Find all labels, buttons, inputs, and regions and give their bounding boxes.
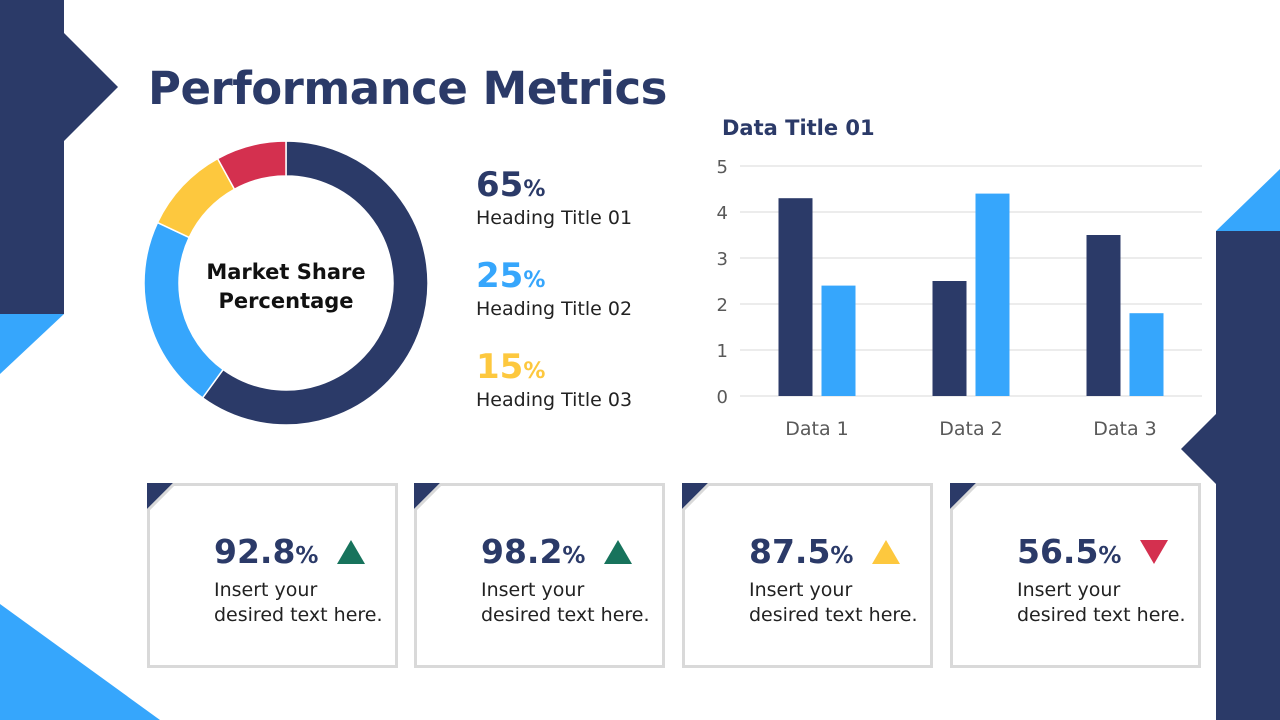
right-navy-shape — [1181, 231, 1280, 720]
kpi-value-2: 98.2% — [481, 534, 585, 574]
trend-down-icon — [1140, 540, 1168, 564]
legend-value-3: 15% — [476, 350, 632, 389]
bar-series2-data-2 — [975, 193, 1010, 396]
kpi-percent-4: % — [1098, 543, 1122, 569]
kpi-text-2-line2: desired text here. — [481, 604, 650, 626]
x-tick-label: Data 1 — [785, 418, 849, 440]
bar-series2-data-3 — [1129, 313, 1164, 396]
legend-number-2: 25 — [476, 256, 524, 296]
trend-up-icon — [604, 540, 632, 564]
legend-item-2: 25% Heading Title 02 — [476, 259, 632, 320]
y-tick-label: 1 — [717, 341, 728, 362]
left-blue-triangle — [0, 314, 64, 374]
donut-center-line1: Market Share — [206, 260, 366, 284]
page-title: Performance Metrics — [148, 62, 667, 115]
trend-up-icon — [872, 540, 900, 564]
kpi-card-1: 92.8% Insert your desired text here. — [147, 483, 398, 668]
legend-item-1: 65% Heading Title 01 — [476, 168, 632, 229]
chart-title: Data Title 01 — [722, 116, 875, 140]
kpi-number-3: 87.5 — [749, 532, 831, 571]
bar-series1-data-3 — [1086, 235, 1121, 396]
legend-percent-3: % — [523, 359, 546, 384]
bar-series1-data-2 — [932, 281, 967, 396]
kpi-text-2-line1: Insert your — [481, 579, 585, 601]
kpi-text-1-line2: desired text here. — [214, 604, 383, 626]
kpi-text-1-line1: Insert your — [214, 579, 318, 601]
x-tick-label: Data 2 — [939, 418, 1003, 440]
kpi-percent-1: % — [295, 543, 319, 569]
donut-segment-1 — [201, 140, 429, 426]
kpi-percent-2: % — [562, 543, 586, 569]
legend-number-1: 65 — [476, 165, 524, 205]
kpi-text-2: Insert your desired text here. — [481, 578, 666, 628]
kpi-value-3: 87.5% — [749, 534, 853, 574]
donut-center-line2: Percentage — [218, 289, 354, 313]
kpi-value-1: 92.8% — [214, 534, 318, 574]
legend-value-1: 65% — [476, 168, 632, 207]
kpi-arrow-2 — [604, 540, 632, 564]
bottom-left-blue-triangle — [0, 604, 160, 720]
legend-value-2: 25% — [476, 259, 632, 298]
bar-series1-data-1 — [778, 198, 813, 396]
kpi-arrow-3 — [872, 540, 900, 564]
kpi-value-4: 56.5% — [1017, 534, 1121, 574]
card-corner-accent — [682, 483, 712, 513]
kpi-percent-3: % — [830, 543, 854, 569]
trend-up-icon — [337, 540, 365, 564]
x-tick-label: Data 3 — [1093, 418, 1157, 440]
kpi-number-2: 98.2 — [481, 532, 563, 571]
y-tick-label: 3 — [717, 249, 728, 270]
kpi-text-3-line2: desired text here. — [749, 604, 918, 626]
y-tick-label: 5 — [717, 157, 728, 178]
kpi-text-4-line2: desired text here. — [1017, 604, 1186, 626]
donut-center-label: Market Share Percentage — [186, 258, 386, 316]
bar-chart: 0 1 2 3 4 5 Data 1 Data 2 Data 3 — [717, 157, 1202, 440]
kpi-arrow-1 — [337, 540, 365, 564]
card-corner-accent — [147, 483, 177, 513]
y-tick-label: 2 — [717, 295, 728, 316]
kpi-number-4: 56.5 — [1017, 532, 1099, 571]
top-left-navy-shape — [0, 0, 118, 314]
kpi-number-1: 92.8 — [214, 532, 296, 571]
kpi-card-2: 98.2% Insert your desired text here. — [414, 483, 665, 668]
legend-label-2: Heading Title 02 — [476, 298, 633, 320]
kpi-card-4: 56.5% Insert your desired text here. — [950, 483, 1201, 668]
kpi-text-4-line1: Insert your — [1017, 579, 1121, 601]
legend-percent-2: % — [523, 268, 546, 293]
legend-label-3: Heading Title 03 — [476, 389, 633, 411]
donut-segment-3 — [156, 157, 236, 239]
legend-label-1: Heading Title 01 — [476, 207, 633, 229]
card-corner-accent — [414, 483, 444, 513]
legend-percent-1: % — [523, 177, 546, 202]
right-blue-triangle — [1216, 169, 1280, 231]
y-tick-label: 0 — [717, 387, 728, 408]
kpi-text-3: Insert your desired text here. — [749, 578, 934, 628]
y-tick-label: 4 — [717, 203, 728, 224]
kpi-text-3-line1: Insert your — [749, 579, 853, 601]
bar-series2-data-1 — [821, 285, 856, 396]
legend-number-3: 15 — [476, 347, 524, 387]
market-share-donut — [143, 140, 429, 426]
kpi-card-3: 87.5% Insert your desired text here. — [682, 483, 933, 668]
card-corner-accent — [950, 483, 980, 513]
donut-segment-4 — [216, 140, 287, 191]
kpi-text-4: Insert your desired text here. — [1017, 578, 1202, 628]
kpi-text-1: Insert your desired text here. — [214, 578, 399, 628]
legend-item-3: 15% Heading Title 03 — [476, 350, 632, 411]
kpi-arrow-4 — [1140, 540, 1168, 564]
